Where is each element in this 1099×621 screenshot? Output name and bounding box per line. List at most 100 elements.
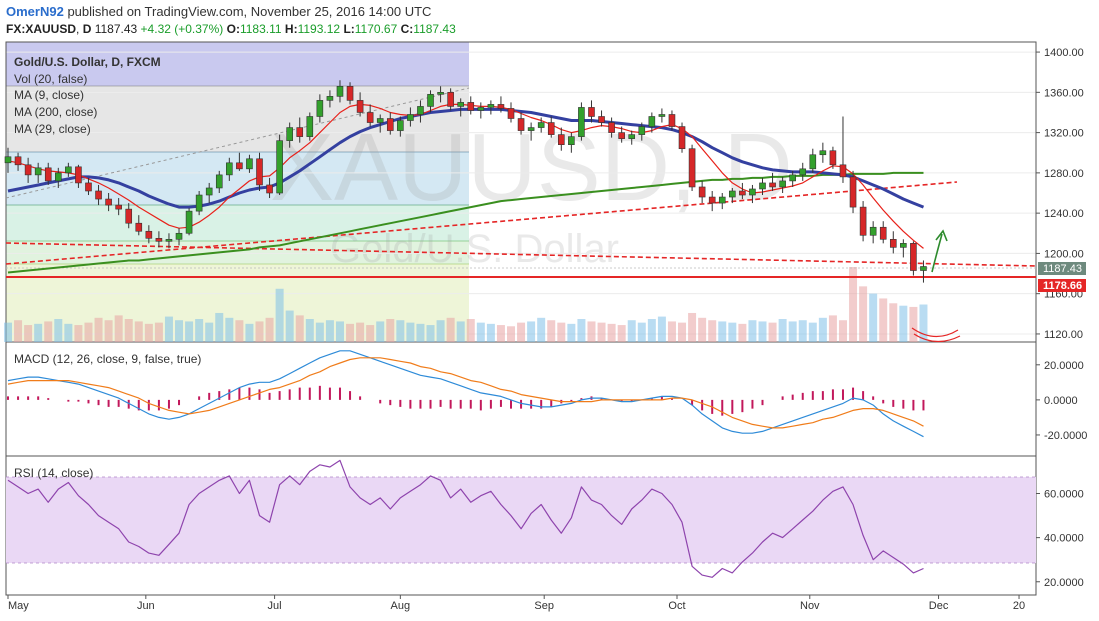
y-axis[interactable]: 1400.00 1360.00 1320.00 1280.00 1240.00 1200.… (1036, 47, 1087, 589)
candle-body (165, 239, 173, 242)
zone-lightgreen (6, 241, 469, 264)
volume-bar (476, 322, 485, 342)
red-dashed-trendline-upper[interactable] (5, 181, 958, 265)
gray-trendline[interactable] (5, 87, 470, 199)
volume-bar (104, 320, 113, 342)
up-arrow-shaft[interactable] (931, 233, 943, 273)
candle-body (65, 166, 72, 174)
x-tick-label: Jul (268, 600, 282, 612)
candle-body (688, 148, 696, 188)
x-tick-label: 20 (1013, 600, 1025, 612)
candle-body (44, 167, 52, 182)
candle-body (628, 134, 636, 139)
candle-body (296, 127, 304, 137)
volume-bar (496, 325, 505, 342)
candle-body (920, 266, 927, 271)
y-tick-label: 0.0000 (1044, 395, 1078, 407)
volume-bar (386, 319, 395, 342)
up-arrow-head[interactable] (935, 229, 948, 242)
x-tick-label: Nov (800, 600, 820, 612)
volume-bar (94, 317, 103, 342)
volume-bar (557, 322, 566, 342)
volume-bar (54, 319, 63, 342)
candle-body (718, 196, 726, 204)
candle-body (698, 186, 706, 198)
volume-bar (225, 317, 234, 342)
candle-body (910, 243, 917, 271)
volume-bar (14, 320, 23, 342)
candle-body (417, 106, 424, 115)
macd-series (7, 350, 925, 438)
rsi-title: RSI (14, close) (14, 466, 93, 480)
candle-body (95, 190, 102, 200)
volume-bar (154, 322, 163, 342)
x-tick-label: Jun (137, 600, 155, 612)
candle-body (356, 100, 364, 113)
candles[interactable] (4, 80, 927, 283)
macd-title: MACD (12, 26, close, 9, false, true) (14, 352, 201, 366)
y-tick-label: 1280.00 (1044, 168, 1084, 180)
y-tick-label: 60.0000 (1044, 489, 1084, 501)
drawings[interactable] (5, 87, 1037, 343)
candle-body (809, 154, 817, 170)
y-tick-label: 40.0000 (1044, 533, 1084, 545)
volume-bar (517, 322, 526, 342)
red-dashed-trendline-lower[interactable] (5, 242, 1037, 267)
volume-bar (456, 321, 465, 342)
volume-bar (758, 321, 767, 342)
legend-ma200: MA (200, close) (14, 105, 97, 119)
chart-header: OmerN92 published on TradingView.com, No… (0, 0, 1099, 40)
ohlc-line: FX:XAUUSD, D 1187.43 +4.32 (+0.37%) O:11… (6, 22, 456, 36)
y-tick-label: 20.0000 (1044, 577, 1084, 589)
candle-body (869, 226, 877, 236)
volume-bar (637, 322, 646, 342)
volume-bar (567, 323, 576, 342)
candle-body (4, 156, 12, 164)
volume-bar (849, 267, 858, 342)
rsi-band (6, 477, 1036, 563)
volume-bar (74, 325, 83, 342)
legend-vol: Vol (20, false) (14, 72, 87, 86)
support-price-tag-text: 1178.66 (1043, 280, 1082, 292)
candle-body (537, 122, 545, 128)
candle-body (779, 180, 786, 188)
price-legend: Gold/U.S. Dollar, D, FXCM Vol (20, false… (14, 55, 161, 136)
x-axis[interactable]: May Jun Jul Aug Sep Oct Nov Dec 20 (7, 595, 1025, 612)
candle-body (226, 162, 233, 176)
y-tick-label: 1360.00 (1044, 87, 1084, 99)
macd-line (7, 350, 924, 438)
volume-bar (175, 320, 184, 342)
volume-bar (335, 321, 344, 342)
volume-bar (416, 323, 425, 342)
volume-bar (144, 323, 153, 342)
chart-area[interactable]: XAUUSD, D Gold/U.S. Dollar Gold/U.S. Dol… (0, 40, 1099, 621)
candle-body (557, 134, 565, 145)
candle-body (457, 102, 465, 107)
candle-body (839, 164, 847, 178)
volume-bar (627, 320, 636, 342)
candle-body (336, 85, 344, 97)
candle-body (900, 243, 907, 248)
author-link[interactable]: OmerN92 (6, 4, 64, 19)
candle-body (215, 174, 223, 189)
y-tick-label: 1120.00 (1044, 329, 1083, 341)
candle-body (879, 226, 887, 240)
volume-bar (678, 322, 687, 342)
volume-bar (828, 315, 837, 342)
volume-bar (245, 323, 254, 342)
volume-bar (577, 319, 586, 342)
volume-bar (718, 321, 727, 342)
candle-body (205, 187, 213, 196)
x-tick-label: Oct (668, 600, 685, 612)
candle-body (125, 208, 133, 224)
volume-bar (798, 320, 807, 342)
signal-line (7, 357, 924, 429)
candle-body (185, 210, 193, 234)
volume-bar (275, 288, 284, 342)
ma9-path (7, 103, 924, 249)
volume-bar (114, 315, 123, 342)
candle-body (175, 232, 183, 240)
candle-body (477, 107, 485, 111)
legend-ma29: MA (29, close) (14, 122, 91, 136)
volume-bar (34, 323, 43, 342)
